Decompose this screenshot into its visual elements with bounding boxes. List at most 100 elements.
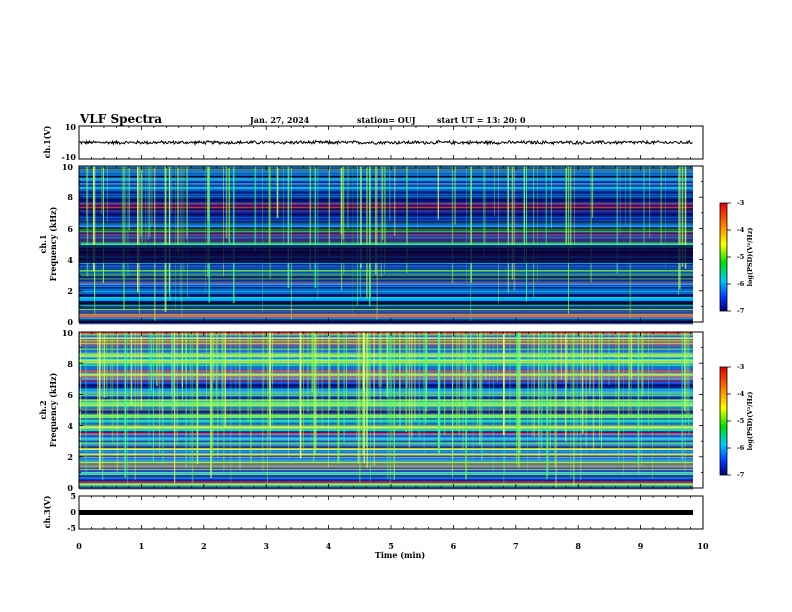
ch2-spec-spike (328, 332, 329, 468)
ch1-spec-band (79, 216, 693, 218)
ch2-spec-spike (439, 332, 441, 444)
ch1-colorbar: -3 -4 -5 -6 -7 log(PSD)(V²/Hz) (719, 199, 754, 315)
ch1-spec-spike (359, 166, 362, 298)
ch1-spec-band (79, 230, 693, 232)
ch1-spec-spike (181, 166, 183, 318)
ch2-spec-spike (370, 332, 371, 482)
ch2-spec-spike (570, 332, 572, 479)
ch2-spec-spike (452, 332, 454, 458)
ch1-spec-band (79, 176, 693, 179)
ch2-spec-spike (540, 332, 543, 450)
ch1-spec-band (79, 316, 693, 319)
ch1-spec-spike (101, 166, 103, 215)
ch2-spec-band (79, 483, 693, 486)
ch2-spec-band (79, 350, 693, 353)
time-axis: 0 1 2 3 4 5 6 7 8 9 10 Time (min) (76, 541, 709, 560)
ch2-spec-spike (527, 332, 529, 471)
ch1-ylabel: ch.1(V) (42, 125, 52, 158)
ch1-spec-spike (679, 166, 681, 290)
ch2-spec-spike (217, 332, 219, 458)
ch2-spec-band (79, 475, 693, 477)
ch2-spec-spike (389, 332, 392, 485)
ch2-spec-spike (601, 332, 603, 412)
ch2-spec-band (79, 422, 693, 425)
ch2-spec-band (79, 372, 693, 373)
ch2-spec-band (79, 437, 693, 440)
ch2-spec-spike (402, 332, 404, 411)
ch2-spec-spike (423, 332, 425, 454)
ch2-spec-spike (476, 332, 478, 430)
ch2-spec-spike (546, 332, 549, 477)
ch1-spec-spike (684, 166, 687, 269)
time-tick-9: 9 (638, 541, 644, 551)
ch2-spec-spike (379, 332, 381, 400)
ch1-spec-band (79, 296, 693, 300)
ch2-spec-spike (269, 332, 271, 429)
ch1-spec-band (79, 222, 693, 224)
ch1-spec-spike (175, 166, 176, 311)
ch1-colorbar-ticks (727, 202, 731, 312)
ch2-spec-spike (688, 332, 690, 425)
ch1-spec-spike (183, 166, 185, 271)
ch2-spec-spike (210, 332, 212, 478)
ch1-spec-band (79, 272, 693, 275)
ch2-spec-spike (150, 332, 152, 391)
ch1-spec-spike (154, 166, 156, 322)
ch2-spec-spike (269, 332, 271, 454)
ch2-spec-spike (652, 332, 653, 479)
ch1-cb-tick-minus7: -7 (737, 307, 744, 315)
ch2-spec-spike (503, 332, 505, 435)
time-tick-4: 4 (326, 541, 332, 551)
ch2-spec-band (79, 395, 693, 396)
ch1-spec-band (79, 307, 693, 309)
ch2-spec-band (79, 423, 693, 426)
ch1-freq-tick-8: 8 (67, 192, 73, 202)
ch2-spec-spike (303, 332, 304, 452)
ch2-spec-band (79, 372, 693, 374)
ch2-spec-spike (399, 332, 401, 397)
ch1-spec-spike (149, 166, 151, 238)
ch2-spec-spike (267, 332, 268, 484)
ch2-cb-tick-minus7: -7 (737, 471, 744, 479)
ch3-ytick-top: 5 (70, 491, 76, 501)
ch2-spec-spike (425, 332, 427, 424)
ch2-spec-spike (189, 332, 192, 464)
ch2-spec-spike (185, 332, 187, 469)
ch2-spec-spike (171, 332, 172, 396)
ch1-spec-spike (342, 166, 344, 240)
ch1-spec-band (79, 280, 693, 282)
ch2-spec-band (79, 462, 693, 464)
ch1-spec-spike (314, 166, 316, 289)
ch1-spec-band (79, 213, 693, 214)
ch1-spec-band (79, 321, 693, 325)
ch1-spec-band (79, 183, 693, 185)
ch2-spec-band (79, 439, 693, 442)
ch2-spec-spike (321, 332, 324, 429)
ch2-spec-spike (161, 332, 163, 419)
ch1-spec-band (79, 233, 693, 235)
ch2-spec-spike (189, 332, 191, 382)
ch2-spec-band (79, 485, 693, 489)
ch1-freq-tick-6: 6 (67, 224, 73, 234)
ch1-waveform-trace (78, 139, 693, 147)
ch2-spec-spike (223, 332, 225, 471)
ch2-spec-band (79, 465, 693, 467)
ch2-spec-band (79, 356, 693, 358)
ch2-spec-spike (224, 332, 226, 428)
ch2-freq-tick-8: 8 (67, 359, 73, 369)
ch1-spec-band (79, 283, 693, 286)
ch1-spec-dark-band (79, 245, 693, 263)
ch2-spec-spike (346, 332, 347, 410)
ch2-spec-band (79, 476, 693, 479)
ch2-spec-band (79, 443, 693, 446)
ch1-spec-spike (454, 166, 456, 225)
ch2-spec-band (79, 459, 693, 462)
ch1-spec-spike (92, 166, 95, 272)
ch2-spec-band (79, 475, 693, 478)
ch1-spec-band (79, 295, 693, 297)
ch1-spec-spike (437, 166, 439, 220)
ch1-spec-band (79, 180, 693, 182)
ch1-spec-spike (86, 166, 89, 277)
ch2-spec-spike (509, 332, 511, 426)
ch1-spec-band (79, 243, 693, 246)
